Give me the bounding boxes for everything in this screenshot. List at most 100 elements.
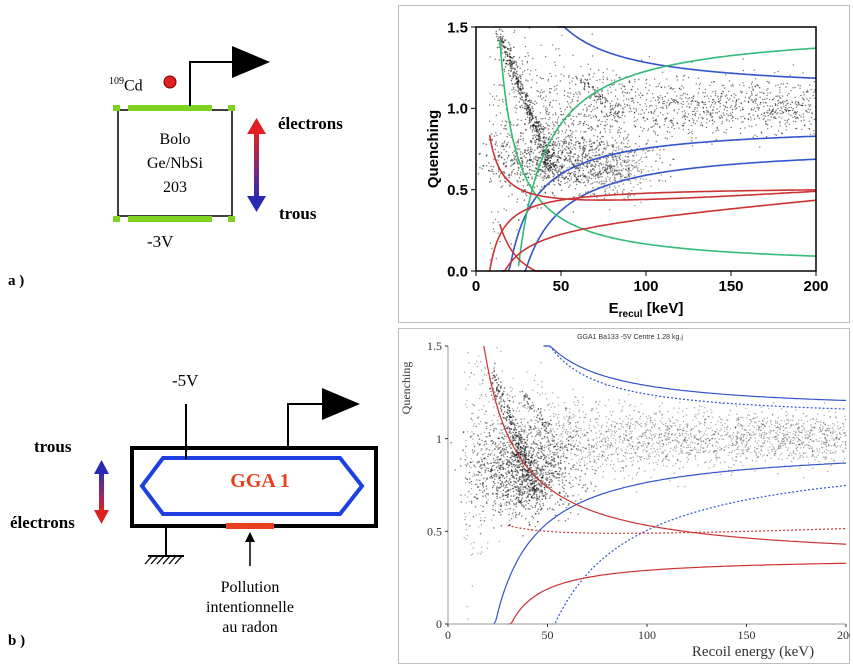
data-point [592,76,594,78]
data-point [704,88,706,91]
data-point [553,131,555,133]
data-point [619,438,622,441]
data-point [775,422,777,424]
data-point [549,101,551,104]
data-point [774,420,777,422]
data-point [659,112,662,114]
data-point [659,440,661,442]
data-point [531,114,534,117]
data-point [680,448,682,450]
data-point [629,180,632,183]
data-point [647,139,649,142]
data-point [803,476,805,479]
data-point [537,95,539,98]
data-point [643,117,645,119]
data-point [646,92,648,95]
data-point [591,154,594,157]
data-point [522,71,524,73]
data-point [628,475,630,477]
data-point [809,104,812,106]
data-point [802,413,805,415]
data-point [776,104,779,107]
data-point [696,438,698,440]
data-point [502,162,505,164]
data-point [720,114,723,117]
data-point [561,446,563,449]
data-point [557,152,559,154]
data-point [686,456,688,459]
data-point [550,163,553,165]
data-point [581,167,584,169]
data-point [574,443,577,445]
data-point [654,123,657,125]
data-point [528,122,530,125]
data-point [718,438,720,440]
data-point [636,168,639,170]
data-point [555,113,557,116]
data-point [506,54,509,56]
data-point [675,439,677,441]
data-point [766,105,769,107]
data-point [831,437,833,440]
data-point [605,146,608,148]
data-point [614,180,617,182]
data-point [561,433,563,435]
data-point [638,78,640,81]
data-point [552,149,555,151]
data-point [835,437,837,439]
data-point [583,122,585,125]
data-point [613,170,616,172]
data-point [760,426,762,428]
data-point [492,222,494,224]
data-point [585,491,588,493]
data-point [695,137,697,139]
data-point [525,194,528,197]
data-point [806,111,808,113]
data-point [579,461,581,463]
data-point [590,117,592,119]
data-point [673,99,675,101]
data-point [523,189,526,191]
data-point [568,179,571,182]
data-point [639,158,642,161]
data-point [559,457,561,459]
data-point [682,79,684,81]
data-point [552,484,554,486]
data-point [568,423,570,426]
data-point [689,449,691,452]
data-point [751,125,753,128]
data-point [579,147,582,150]
data-point [746,92,748,95]
data-point [640,403,642,405]
data-point [615,158,618,160]
data-point [551,106,553,108]
data-point [583,435,585,438]
data-point [557,154,559,157]
data-point [739,423,741,426]
data-point [649,84,651,87]
data-point [796,436,798,439]
data-point [511,65,513,68]
data-point [711,81,713,83]
data-point [573,174,575,176]
data-point [526,92,528,95]
data-point [560,140,562,142]
top-left-electrode [113,105,120,111]
data-point [568,103,570,105]
data-point [707,415,709,418]
data-point [696,414,698,416]
data-point [539,112,542,114]
data-point [757,425,759,427]
data-point [785,423,788,425]
data-point [792,439,794,442]
data-point [813,450,815,452]
data-point [616,112,619,115]
data-point [733,464,735,466]
data-point [731,434,733,436]
data-point [585,115,587,118]
data-point [680,451,682,454]
data-point [516,65,519,68]
data-point [589,97,591,99]
pollution-line-3: au radon [222,619,278,636]
data-point [593,193,596,195]
